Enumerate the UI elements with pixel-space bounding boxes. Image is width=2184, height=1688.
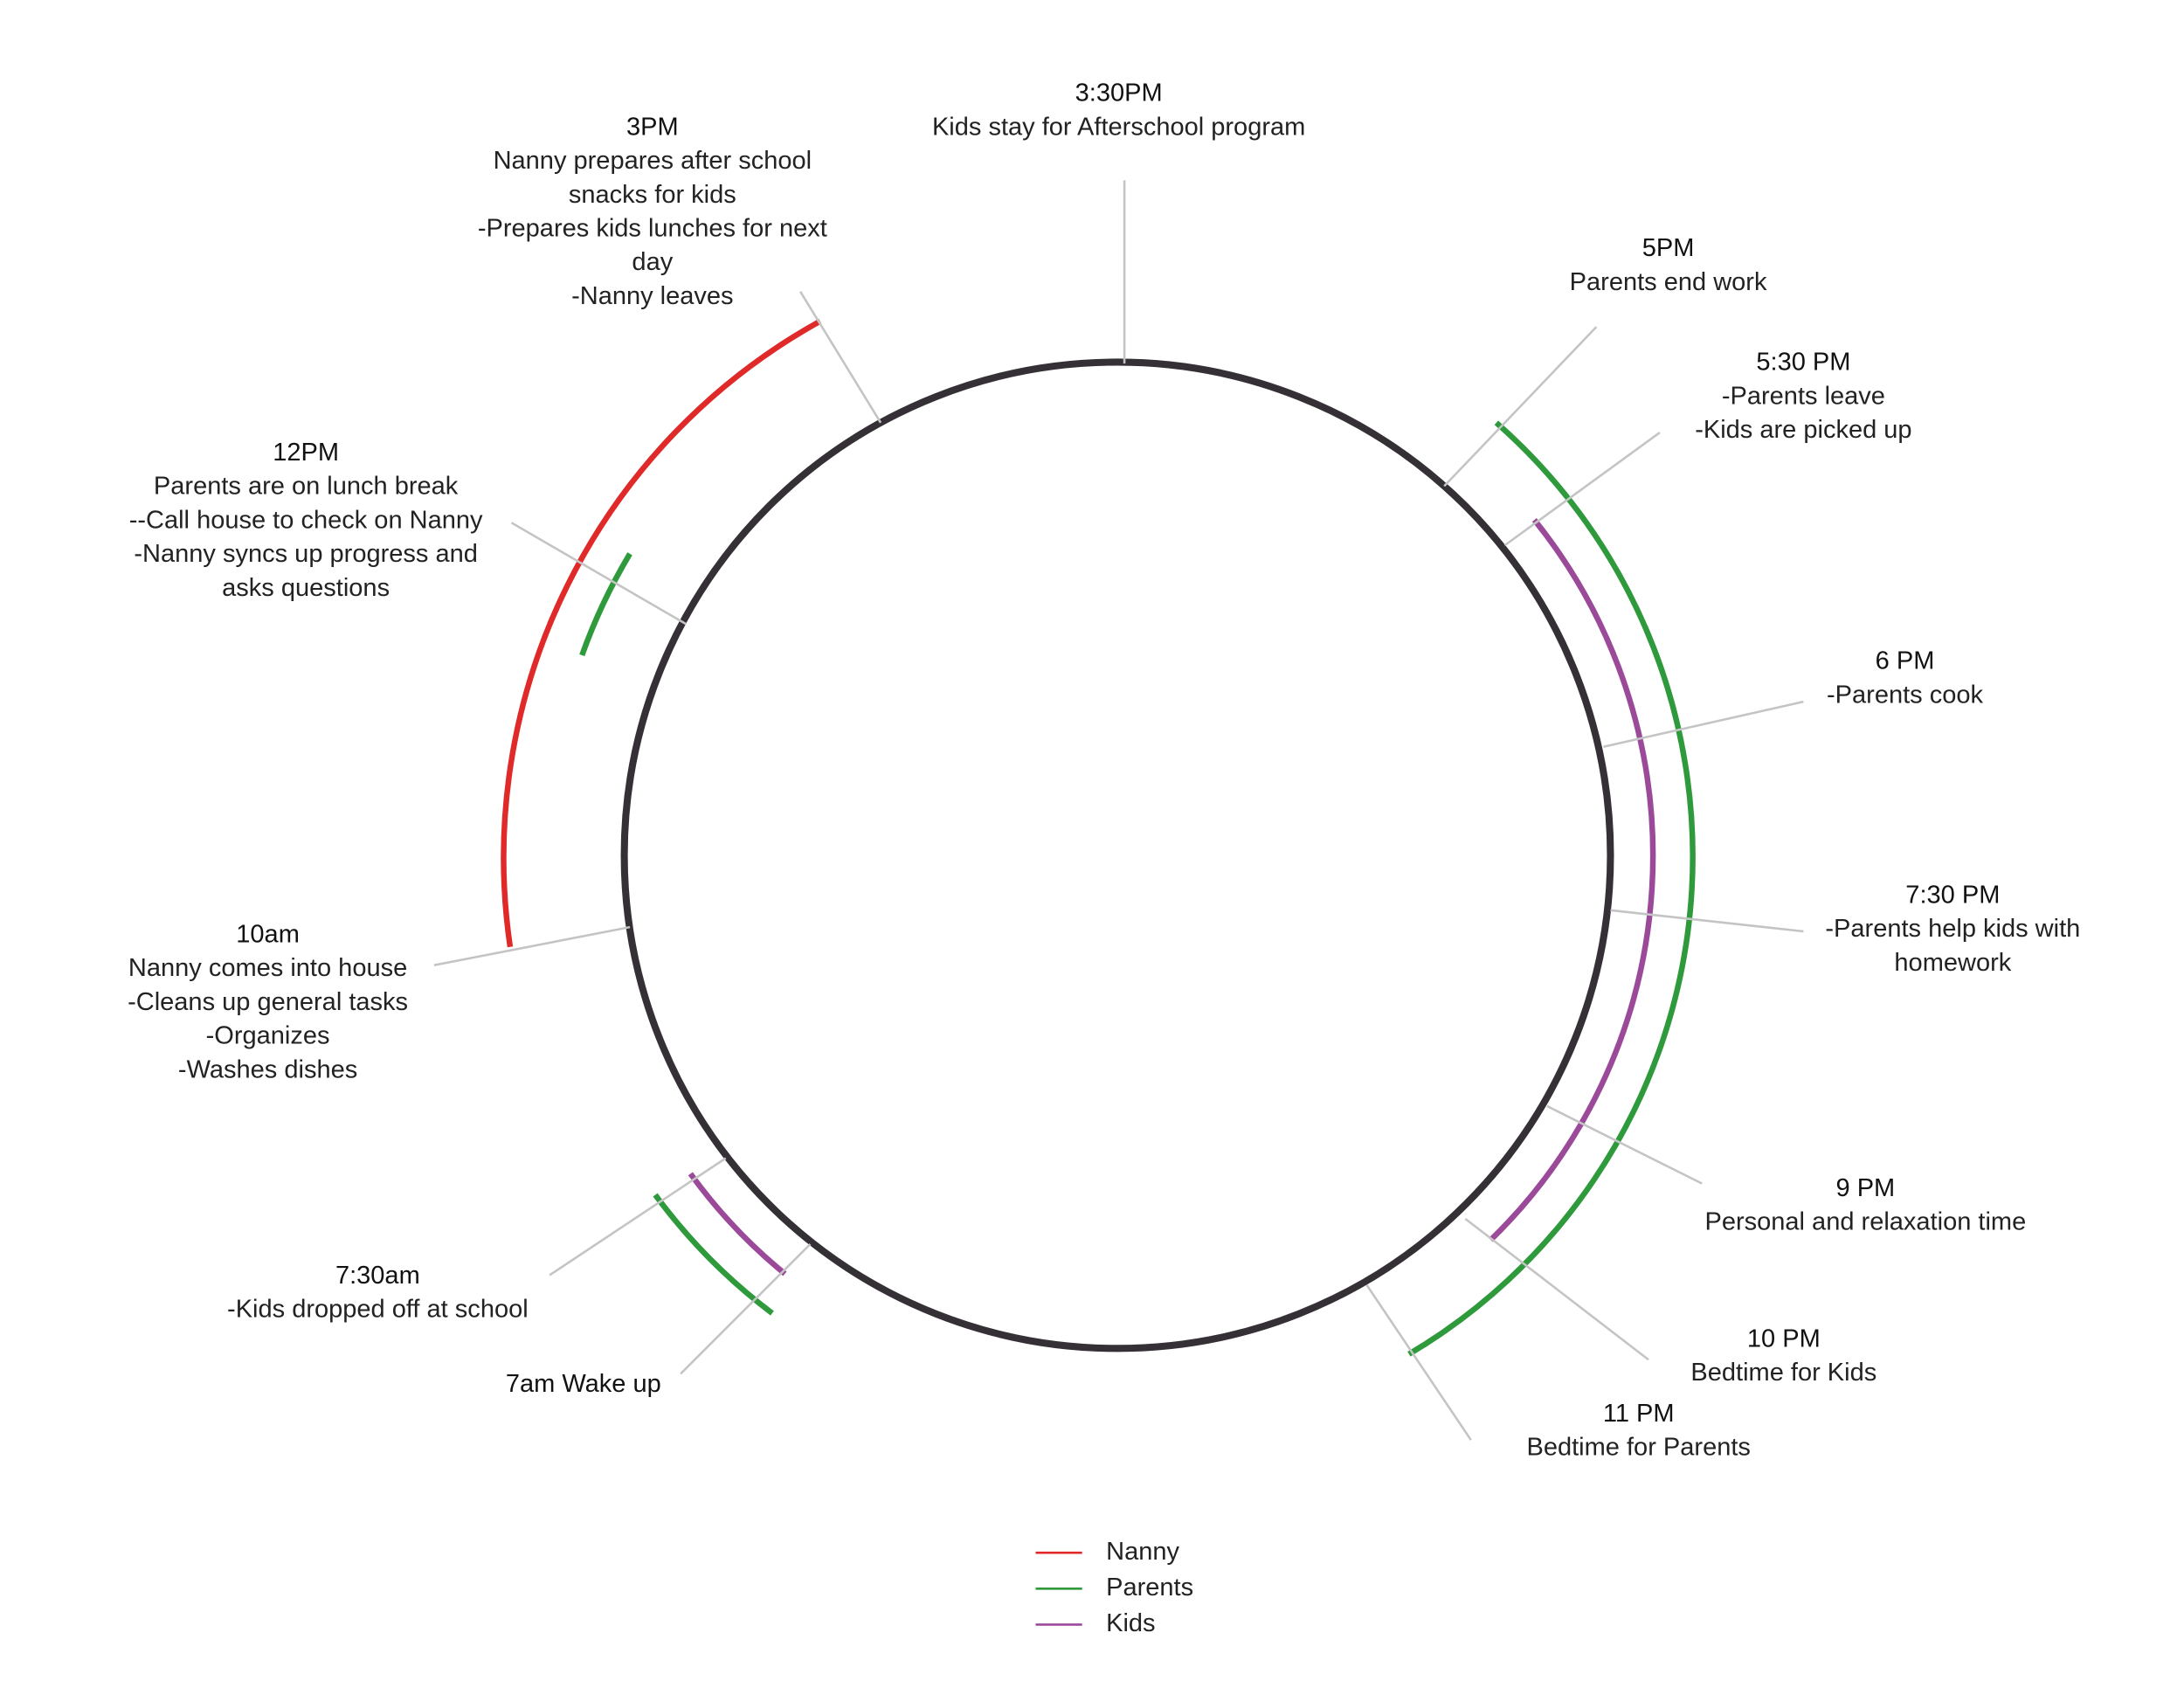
event-text: Parents end work bbox=[1570, 268, 1767, 296]
event-text: -Washes dishes bbox=[178, 1055, 357, 1083]
legend-label: Parents bbox=[1106, 1574, 1193, 1602]
event-time: 5:30 PM bbox=[1756, 349, 1850, 377]
leader-line bbox=[1443, 326, 1598, 488]
event-text: --Call house to check on Nanny bbox=[129, 506, 483, 534]
event-time: 6 PM bbox=[1876, 647, 1935, 675]
leader-line bbox=[1464, 1217, 1649, 1361]
event-time: 3PM bbox=[626, 113, 679, 141]
event-time: 12PM bbox=[273, 439, 339, 467]
event-text: -Organizes bbox=[206, 1022, 330, 1050]
event-time: 3:30PM bbox=[1075, 80, 1163, 107]
event-text: Bedtime for Kids bbox=[1690, 1359, 1876, 1387]
leader-line bbox=[1365, 1284, 1472, 1441]
event-time: 7:30am bbox=[335, 1262, 420, 1290]
kids-arc bbox=[688, 1172, 787, 1276]
leader-line bbox=[510, 522, 688, 626]
event-text: Kids stay for Afterschool program bbox=[932, 113, 1305, 141]
event-time: 9 PM bbox=[1835, 1174, 1895, 1202]
event-time: 10am bbox=[236, 920, 300, 948]
event-text: homework bbox=[1894, 949, 2011, 977]
event-text: Parents are on lunch break bbox=[154, 473, 459, 501]
leader-line bbox=[1546, 1104, 1703, 1185]
event-text: Nanny comes into house bbox=[128, 954, 407, 982]
event-text: Personal and relaxation time bbox=[1704, 1207, 2026, 1235]
event-text: snacks for kids bbox=[569, 181, 736, 209]
leader-line bbox=[1503, 432, 1661, 547]
event-text: -Kids are picked up bbox=[1695, 416, 1911, 444]
event-time: 11 PM bbox=[1603, 1400, 1675, 1428]
event-time: 7am Wake up bbox=[506, 1370, 661, 1398]
event-text: Nanny prepares after school bbox=[494, 147, 812, 175]
kids-arc bbox=[1489, 518, 1656, 1242]
event-text: -Kids dropped off at school bbox=[227, 1295, 529, 1323]
leader-line bbox=[1603, 700, 1804, 748]
legend-label: Kids bbox=[1106, 1609, 1155, 1637]
parents-arc bbox=[1407, 420, 1696, 1357]
parents-arc bbox=[653, 1193, 774, 1316]
event-text: -Parents cook bbox=[1827, 681, 1984, 709]
day-circle bbox=[620, 358, 1614, 1352]
event-text: asks questions bbox=[222, 574, 390, 602]
leader-line bbox=[1610, 909, 1804, 933]
event-text: -Parents help kids with bbox=[1825, 915, 2080, 943]
leader-line bbox=[799, 291, 882, 424]
event-text: day bbox=[632, 248, 673, 276]
leader-line bbox=[433, 925, 631, 966]
leader-line bbox=[549, 1157, 727, 1276]
leader-line bbox=[680, 1243, 812, 1375]
parents-arc bbox=[579, 552, 632, 656]
event-time: 10 PM bbox=[1747, 1325, 1821, 1352]
event-time: 7:30 PM bbox=[1905, 881, 2000, 909]
event-text: -Cleans up general tasks bbox=[128, 988, 408, 1016]
event-text: -Nanny syncs up progress and bbox=[134, 540, 478, 568]
event-text: -Prepares kids lunches for next bbox=[478, 215, 827, 243]
event-time: 5PM bbox=[1642, 234, 1695, 262]
event-text: Bedtime for Parents bbox=[1527, 1434, 1751, 1462]
event-text: -Parents leave bbox=[1722, 382, 1885, 410]
nanny-arc bbox=[501, 318, 822, 948]
legend-label: Nanny bbox=[1106, 1538, 1179, 1566]
event-text: -Nanny leaves bbox=[571, 282, 733, 310]
